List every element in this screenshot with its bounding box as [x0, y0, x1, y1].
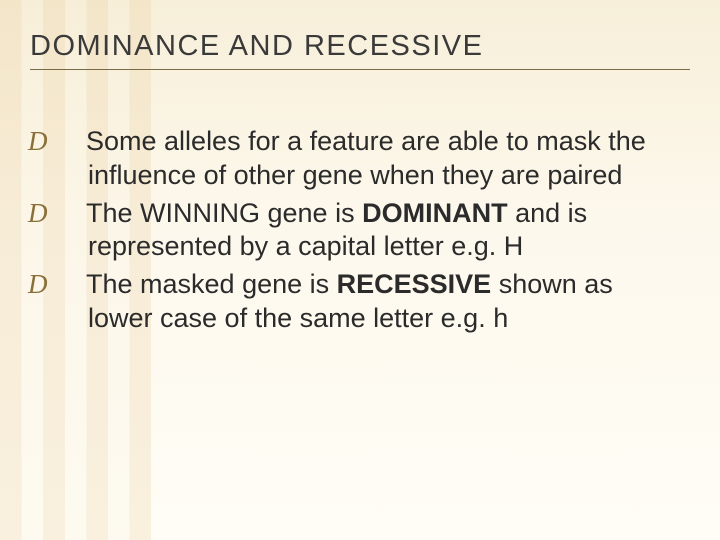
- bullet-item: DThe masked gene is RECESSIVE shown as l…: [58, 268, 680, 336]
- bold-run: DOMINANT: [362, 198, 507, 228]
- bullet-text: Some alleles for a feature are able to m…: [86, 126, 646, 190]
- bullet-text: The masked gene is RECESSIVE shown as lo…: [86, 269, 613, 333]
- text-run: The WINNING gene is: [86, 198, 362, 228]
- slide-body: DSome alleles for a feature are able to …: [30, 125, 690, 336]
- text-run: The masked gene is: [86, 269, 337, 299]
- bullet-icon: D: [58, 125, 86, 159]
- bullet-icon: D: [58, 197, 86, 231]
- slide-title: DOMINANCE AND RECESSIVE: [30, 30, 690, 70]
- bold-run: RECESSIVE: [337, 269, 492, 299]
- bullet-icon: D: [58, 268, 86, 302]
- text-run: Some alleles for a feature are able to m…: [86, 126, 646, 190]
- bullet-text: The WINNING gene is DOMINANT and is repr…: [86, 198, 587, 262]
- bullet-item: DThe WINNING gene is DOMINANT and is rep…: [58, 197, 680, 265]
- bullet-item: DSome alleles for a feature are able to …: [58, 125, 680, 193]
